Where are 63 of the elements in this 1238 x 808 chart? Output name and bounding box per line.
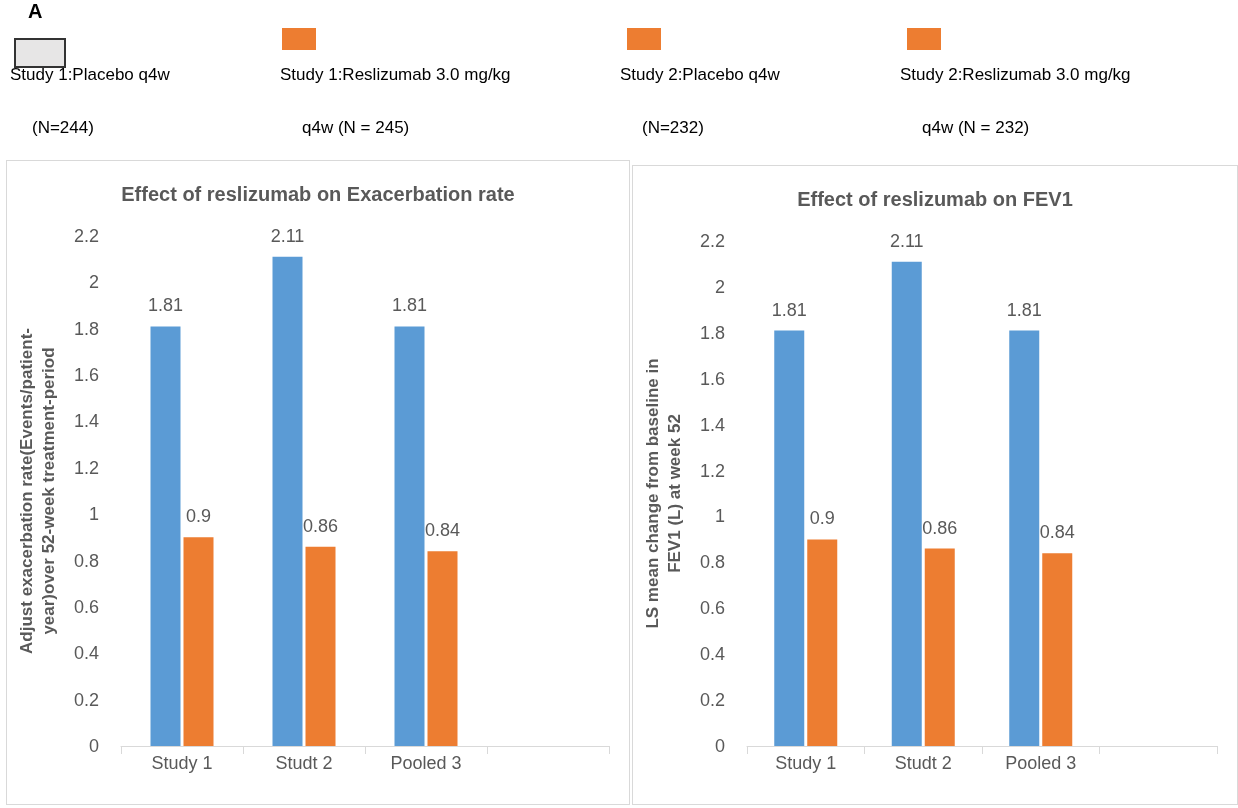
bar (1042, 553, 1073, 746)
data-label: 1.81 (391, 295, 428, 316)
y-axis-title: LS mean change from baseline in FEV1 (L) at week 52 (642, 358, 684, 629)
y-tick-label: 0.8 (73, 550, 99, 571)
y-tick-label: 1.8 (73, 318, 99, 339)
y-tick-label: 1.4 (699, 414, 725, 435)
bar (807, 539, 838, 746)
x-tick-label: Study 1 (151, 753, 213, 773)
bar (272, 256, 303, 746)
y-tick-label: 2.2 (73, 226, 99, 246)
bar (1009, 330, 1040, 746)
data-label: 1.81 (1006, 299, 1042, 320)
data-label: 1.81 (147, 295, 184, 316)
x-tick-label: Studt 2 (275, 753, 333, 773)
x-tick-label: Pooled 3 (1005, 753, 1077, 773)
data-label: 0.84 (1039, 522, 1075, 543)
y-tick-label: 0.6 (699, 598, 725, 619)
text: A (28, 0, 43, 23)
data-label: 1.81 (771, 299, 807, 320)
y-tick-label: 1.4 (73, 411, 99, 432)
y-axis-title: Adjust exacerbation rate(Events/patient- year)over 52-week treatment-period (16, 328, 58, 654)
data-label: 0.86 (922, 517, 958, 538)
y-tick-label: 0.8 (699, 552, 725, 573)
y-tick-label: 0 (88, 736, 99, 756)
chart-title: Effect of reslizumab on Exacerbation rate (121, 183, 515, 205)
y-tick-label: 0.6 (73, 596, 99, 617)
bar (183, 537, 214, 746)
chart-title: Effect of reslizumab on FEV1 (797, 188, 1073, 210)
data-label: 2.11 (270, 225, 305, 246)
bar (150, 326, 181, 746)
y-tick-label: 0 (714, 736, 725, 756)
y-tick-label: 1 (714, 506, 725, 527)
y-tick-label: 1.6 (73, 365, 99, 386)
data-label: 0.86 (302, 515, 339, 536)
bar (427, 551, 458, 746)
y-tick-label: 0.4 (73, 643, 99, 664)
y-tick-label: 1.2 (699, 460, 725, 481)
bar (305, 546, 336, 746)
y-tick-label: 0.4 (699, 644, 725, 665)
data-label: 0.9 (185, 506, 212, 527)
data-label: 2.11 (889, 230, 924, 251)
data-label: 0.9 (809, 508, 835, 529)
x-tick-label: Studt 2 (894, 753, 952, 773)
bar (924, 548, 955, 746)
text: Study 1:Placebo q4w (N=244) (10, 65, 170, 137)
y-tick-label: 2 (714, 276, 725, 297)
text: Study 1:Reslizumab 3.0 mg/kg q4w (N = 245) (280, 65, 511, 137)
data-label: 0.84 (424, 520, 461, 541)
bar (774, 330, 805, 746)
x-tick-label: Study 1 (775, 753, 837, 773)
y-tick-label: 1 (88, 504, 99, 525)
y-tick-label: 2.2 (699, 231, 725, 251)
text: Study 2:Reslizumab 3.0 mg/kg q4w (N = 232) (900, 65, 1131, 137)
y-tick-label: 0.2 (699, 690, 725, 711)
y-tick-label: 1.8 (699, 322, 725, 343)
y-tick-label: 0.2 (73, 689, 99, 710)
y-tick-label: 2 (88, 272, 99, 293)
y-tick-label: 1.2 (73, 457, 99, 478)
y-tick-label: 1.6 (699, 368, 725, 389)
bar (394, 326, 425, 746)
text: Study 2:Placebo q4w (N=232) (620, 65, 780, 137)
bar (891, 261, 922, 746)
x-tick-label: Pooled 3 (390, 753, 462, 773)
